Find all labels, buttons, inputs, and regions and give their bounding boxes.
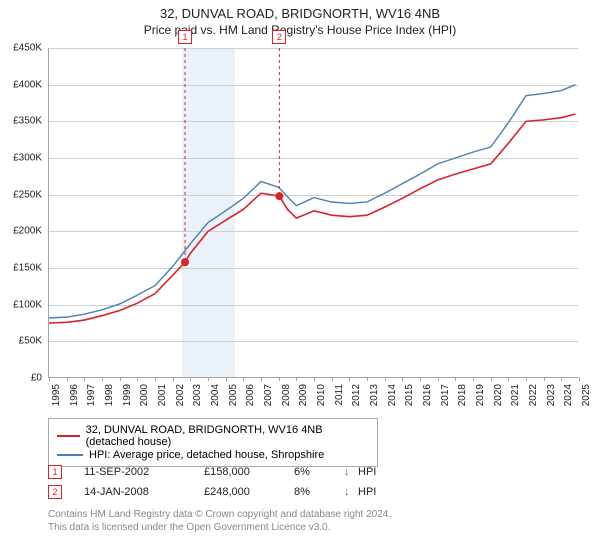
y-tick-label: £50K	[0, 336, 48, 347]
legend-swatch	[57, 454, 83, 456]
legend-row: 32, DUNVAL ROAD, BRIDGNORTH, WV16 4NB (d…	[57, 424, 369, 448]
title-line2: Price paid vs. HM Land Registry's House …	[0, 23, 600, 39]
legend-label: 32, DUNVAL ROAD, BRIDGNORTH, WV16 4NB (d…	[86, 424, 369, 448]
sale-marker-icon: 1	[48, 465, 62, 479]
y-tick-label: £100K	[0, 299, 48, 310]
sale-pct: 6%	[294, 466, 344, 478]
chart-title: 32, DUNVAL ROAD, BRIDGNORTH, WV16 4NB Pr…	[0, 0, 600, 38]
y-tick-label: £450K	[0, 43, 48, 54]
sale-marker-icon: 2	[48, 485, 62, 499]
plot-area: 12	[48, 48, 578, 378]
sale-hpi: HPI	[358, 466, 388, 478]
legend-row: HPI: Average price, detached house, Shro…	[57, 449, 369, 461]
legend: 32, DUNVAL ROAD, BRIDGNORTH, WV16 4NB (d…	[48, 418, 378, 467]
y-tick-label: £250K	[0, 189, 48, 200]
y-tick-label: £0	[0, 373, 48, 384]
y-tick-label: £200K	[0, 226, 48, 237]
sales-row: 1 11-SEP-2002 £158,000 6% ↓ HPI	[48, 462, 388, 482]
footer-line1: Contains HM Land Registry data © Crown c…	[48, 508, 391, 521]
sale-marker-icon: 1	[178, 30, 192, 44]
footer-line2: This data is licensed under the Open Gov…	[48, 521, 391, 534]
legend-label: HPI: Average price, detached house, Shro…	[89, 449, 324, 461]
sale-price: £158,000	[204, 466, 294, 478]
down-arrow-icon: ↓	[344, 466, 358, 478]
series-svg	[49, 48, 579, 378]
sale-date: 14-JAN-2008	[84, 486, 204, 498]
y-tick-label: £300K	[0, 153, 48, 164]
sales-row: 2 14-JAN-2008 £248,000 8% ↓ HPI	[48, 482, 388, 502]
price-hpi-chart: 32, DUNVAL ROAD, BRIDGNORTH, WV16 4NB Pr…	[0, 0, 600, 560]
attribution-footer: Contains HM Land Registry data © Crown c…	[48, 508, 391, 534]
sale-pct: 8%	[294, 486, 344, 498]
x-tick-label: 2025	[581, 384, 600, 406]
legend-swatch	[57, 435, 80, 437]
sales-table: 1 11-SEP-2002 £158,000 6% ↓ HPI 2 14-JAN…	[48, 462, 388, 502]
title-line1: 32, DUNVAL ROAD, BRIDGNORTH, WV16 4NB	[0, 6, 600, 23]
y-tick-label: £150K	[0, 263, 48, 274]
y-tick-label: £400K	[0, 79, 48, 90]
sale-hpi: HPI	[358, 486, 388, 498]
sale-price: £248,000	[204, 486, 294, 498]
down-arrow-icon: ↓	[344, 486, 358, 498]
sale-date: 11-SEP-2002	[84, 466, 204, 478]
y-tick-label: £350K	[0, 116, 48, 127]
sale-marker-icon: 2	[272, 30, 286, 44]
